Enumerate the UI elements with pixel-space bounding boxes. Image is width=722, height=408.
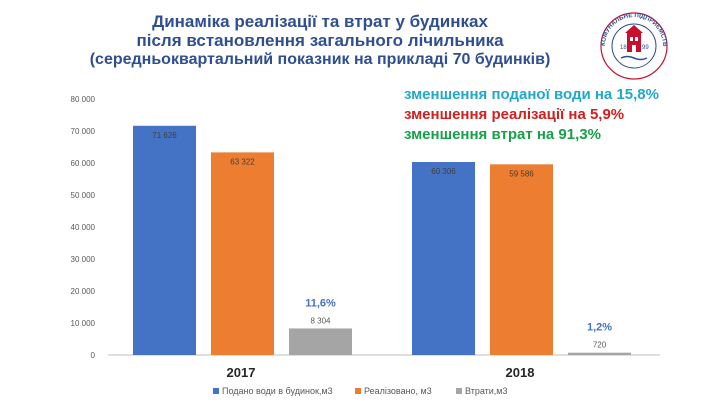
y-tick-label: 50 000 bbox=[71, 191, 96, 200]
bar-value-label: 60 306 bbox=[431, 167, 456, 176]
water-tower-emblem-icon bbox=[620, 25, 648, 61]
loss-percent-label: 1,2% bbox=[587, 322, 612, 334]
legend-swatch bbox=[456, 388, 462, 394]
logo-year-right: 99 bbox=[642, 45, 649, 51]
bar bbox=[289, 328, 352, 355]
bar bbox=[211, 152, 274, 355]
y-tick-label: 40 000 bbox=[71, 223, 96, 232]
title-line-3: (середньоквартальний показник на приклад… bbox=[89, 51, 551, 68]
bar-value-label: 71 626 bbox=[152, 131, 177, 140]
y-tick-label: 30 000 bbox=[71, 255, 96, 264]
bar bbox=[568, 352, 631, 355]
annotation-sales-decrease: зменшення реалізації на 5,9% bbox=[404, 106, 625, 123]
bar bbox=[490, 164, 553, 355]
chart-title: Динаміка реалізації та втрат у будинках … bbox=[60, 12, 580, 69]
legend-swatch bbox=[355, 388, 361, 394]
bar-value-label: 59 586 bbox=[509, 169, 534, 178]
category-label: 2018 bbox=[506, 365, 535, 380]
y-tick-label: 60 000 bbox=[71, 159, 96, 168]
y-tick-label: 20 000 bbox=[71, 287, 96, 296]
y-tick-label: 70 000 bbox=[71, 127, 96, 136]
bar-value-label: 63 322 bbox=[230, 157, 255, 166]
bar bbox=[412, 162, 475, 355]
bar-value-label: 720 bbox=[593, 341, 607, 350]
logo-year-left: 18 bbox=[620, 45, 627, 51]
y-tick-label: 10 000 bbox=[71, 319, 96, 328]
annotation-supply-decrease: зменшення поданої води на 15,8% bbox=[404, 86, 659, 103]
bar-value-label: 8 304 bbox=[310, 316, 331, 325]
category-label: 2017 bbox=[227, 365, 256, 380]
legend-label: Реалізовано, м3 bbox=[364, 386, 432, 396]
legend-label: Подано води в будинок,м3 bbox=[222, 386, 333, 396]
legend-swatch bbox=[213, 388, 219, 394]
y-tick-label: 0 bbox=[91, 351, 96, 360]
bar bbox=[133, 125, 196, 355]
loss-percent-label: 11,6% bbox=[305, 297, 336, 309]
company-logo: КОМУНАЛЬНЕ ПІДПРИЄМСТВО ЖИТОМИРВОДОКАНАЛ… bbox=[596, 6, 668, 80]
legend-label: Втрати,м3 bbox=[465, 386, 507, 396]
title-line-2: після встановлення загального лічильника bbox=[136, 31, 504, 50]
annotation-losses-decrease: зменшення втрат на 91,3% bbox=[404, 126, 601, 143]
title-line-1: Динаміка реалізації та втрат у будинках bbox=[152, 12, 488, 31]
y-tick-label: 80 000 bbox=[71, 95, 96, 104]
